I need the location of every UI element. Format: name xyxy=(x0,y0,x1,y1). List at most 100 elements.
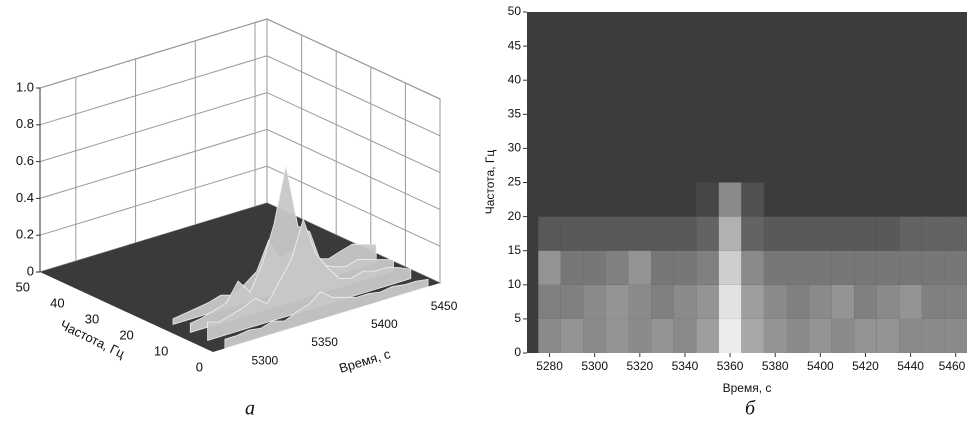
x-tick-label: 5280 xyxy=(536,359,563,373)
y-tick-label: 45 xyxy=(508,38,522,52)
heat-cell xyxy=(899,216,922,251)
y-tick-label: 30 xyxy=(508,141,522,155)
y-tick-label: 20 xyxy=(508,209,522,223)
z-tick-label: 0 xyxy=(27,263,34,278)
x-tick-label: 5340 xyxy=(672,359,699,373)
heat-cell xyxy=(921,318,945,353)
heat-cell xyxy=(628,318,652,353)
heat-cell xyxy=(538,250,561,285)
x-axis-label: Время, с xyxy=(723,381,772,395)
heat-cell xyxy=(605,284,629,319)
z-tick-label: 1.0 xyxy=(16,79,34,94)
heat-cell xyxy=(538,182,561,217)
heat-cell xyxy=(786,182,810,217)
heat-cell xyxy=(605,318,629,353)
heat-cell xyxy=(786,284,810,319)
heat-cell xyxy=(718,216,742,251)
heat-cell xyxy=(786,318,810,353)
z-tick-label: 0.4 xyxy=(16,190,34,205)
heat-cell xyxy=(763,284,787,319)
heat-cell xyxy=(876,284,900,319)
heat-cell xyxy=(583,318,606,353)
heat-cell xyxy=(786,216,810,251)
heat-cell xyxy=(741,182,764,217)
heat-cell xyxy=(831,250,855,285)
heat-cell xyxy=(921,250,945,285)
y-tick-label: 25 xyxy=(508,175,522,189)
y-tick-label: 35 xyxy=(508,106,522,120)
heat-cell xyxy=(651,250,674,285)
x-tick-label: 5380 xyxy=(762,359,789,373)
y-tick-label: 50 xyxy=(508,4,522,18)
caption-b: б xyxy=(745,398,756,420)
heat-cell xyxy=(560,318,584,353)
heat-cell xyxy=(809,216,832,251)
heat-cell xyxy=(854,284,877,319)
heat-cell xyxy=(944,250,967,285)
heat-cell xyxy=(831,182,855,217)
heat-cell xyxy=(809,284,832,319)
surface-slice xyxy=(224,278,429,349)
heat-cell xyxy=(854,250,877,285)
x-tick-label: 5450 xyxy=(431,299,458,313)
heat-cell xyxy=(921,182,945,217)
heat-cell xyxy=(651,284,674,319)
heat-cell xyxy=(696,250,719,285)
x-axis-label: Время, с xyxy=(337,346,392,376)
heat-cell xyxy=(944,284,967,319)
heat-cell xyxy=(876,182,900,217)
heat-cell xyxy=(651,182,674,217)
heat-cell xyxy=(673,216,697,251)
heat-cell xyxy=(583,250,606,285)
y-tick-label: 10 xyxy=(508,277,522,291)
y-tick-label: 15 xyxy=(508,243,522,257)
heat-cell xyxy=(921,216,945,251)
caption-a: а xyxy=(245,398,255,420)
x-tick-label: 5460 xyxy=(939,359,966,373)
heat-cell xyxy=(673,284,697,319)
heat-cell xyxy=(583,284,606,319)
heat-cell xyxy=(605,216,629,251)
heat-cell xyxy=(538,284,561,319)
y-tick-label: 10 xyxy=(154,343,168,358)
x-tick-label: 5420 xyxy=(852,359,879,373)
heat-cell xyxy=(809,250,832,285)
x-tick-label: 5360 xyxy=(717,359,744,373)
heat-cell xyxy=(741,216,764,251)
heat-cell xyxy=(673,182,697,217)
y-tick-label: 20 xyxy=(119,327,133,342)
z-tick-label: 0.6 xyxy=(16,153,34,168)
heat-cell xyxy=(763,318,787,353)
heat-cell xyxy=(741,250,764,285)
heat-cell xyxy=(696,216,719,251)
heat-cell xyxy=(696,318,719,353)
heat-cell xyxy=(560,250,584,285)
y-tick-label: 50 xyxy=(16,279,30,294)
heat-cell xyxy=(741,284,764,319)
heat-cell xyxy=(944,182,967,217)
y-tick-label: 5 xyxy=(514,311,521,325)
heat-cell xyxy=(921,284,945,319)
heat-cell xyxy=(628,250,652,285)
heat-cell xyxy=(628,182,652,217)
heat-cell xyxy=(854,318,877,353)
heat-cell xyxy=(560,182,584,217)
heat-cell xyxy=(583,182,606,217)
x-tick-label: 5440 xyxy=(897,359,924,373)
heat-cell xyxy=(696,182,719,217)
x-tick-label: 5400 xyxy=(807,359,834,373)
surface-slice xyxy=(189,165,394,333)
heat-cell xyxy=(718,250,742,285)
x-tick-label: 5350 xyxy=(311,335,338,349)
floor xyxy=(40,203,440,352)
heat-cell xyxy=(673,318,697,353)
y-tick-label: 0 xyxy=(514,345,521,359)
heat-cell xyxy=(854,216,877,251)
heat-cell xyxy=(718,318,742,353)
heat-cell xyxy=(560,216,584,251)
heat-cell xyxy=(899,318,922,353)
heat-cell xyxy=(651,216,674,251)
z-tick-label: 0.2 xyxy=(16,227,34,242)
heat-cell xyxy=(854,182,877,217)
